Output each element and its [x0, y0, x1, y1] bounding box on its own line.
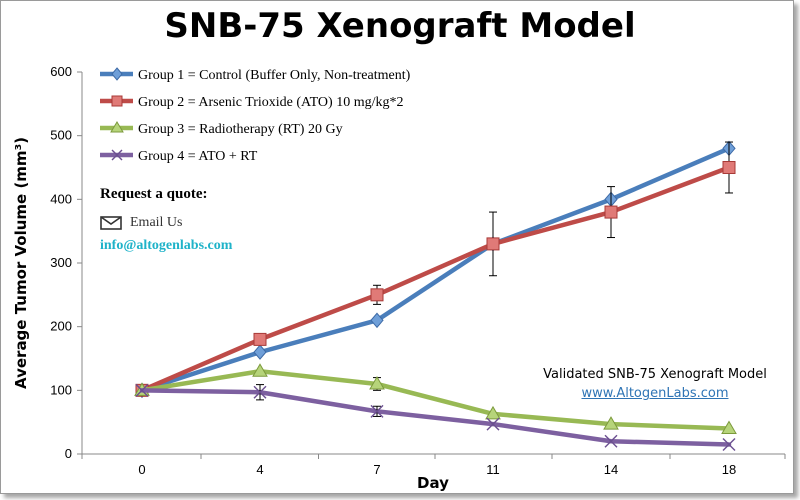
legend-item-4: Group 4 = ATO + RT — [100, 149, 258, 164]
email-us-link[interactable]: Email Us — [100, 215, 183, 231]
data-point — [370, 312, 384, 329]
series-3-line — [139, 368, 732, 431]
data-point — [253, 332, 267, 346]
data-point — [486, 237, 500, 251]
y-tick-label: 100 — [50, 382, 72, 397]
y-tick-label: 200 — [50, 319, 72, 334]
y-tick-label: 600 — [50, 64, 72, 79]
series-2 — [135, 141, 736, 397]
legend-item-3: Group 3 = Radiotherapy (RT) 20 Gy — [100, 121, 343, 137]
watermark: Validated SNB-75 Xenograft Model www.Alt… — [520, 365, 790, 403]
data-point — [604, 205, 618, 219]
series-1-line — [139, 146, 732, 393]
x-tick-label: 11 — [486, 462, 500, 477]
x-axis-title: Day — [417, 474, 449, 492]
series-layer — [134, 140, 737, 451]
data-point — [485, 405, 501, 420]
legend-item-2: Group 2 = Arsenic Trioxide (ATO) 10 mg/k… — [100, 95, 403, 110]
data-point — [486, 417, 500, 431]
data-point — [722, 437, 736, 451]
data-point — [370, 288, 384, 302]
data-point — [721, 420, 737, 435]
data-point — [253, 344, 267, 360]
y-tick-label: 300 — [50, 255, 72, 270]
x-tick-label: 7 — [373, 462, 380, 477]
data-point — [722, 161, 736, 174]
y-axis-title: Average Tumor Volume (mm³) — [12, 137, 30, 389]
data-point — [370, 404, 384, 418]
x-tick-label: 18 — [722, 462, 736, 477]
legend-marker — [111, 149, 123, 161]
website-link[interactable]: www.AltogenLabs.com — [581, 386, 729, 401]
series-2-line — [139, 165, 732, 393]
data-point — [604, 434, 618, 448]
axes: 0 100 200 300 400 500 600 0 4 7 11 14 18 Day Average T… — [12, 64, 786, 492]
envelope-icon — [100, 216, 122, 230]
series-3 — [134, 363, 737, 435]
legend-marker — [111, 95, 123, 107]
email-address-link[interactable]: info@altogenlabs.com — [100, 238, 233, 253]
legend-label: Group 3 = Radiotherapy (RT) 20 Gy — [138, 122, 343, 137]
legend: Group 1 = Control (Buffer Only, Non-trea… — [100, 67, 411, 164]
x-tick-label: 0 — [138, 462, 145, 477]
data-point — [135, 383, 149, 397]
y-tick-label: 400 — [50, 191, 72, 206]
watermark-text: Validated SNB-75 Xenograft Model — [543, 367, 767, 382]
request-quote-label: Request a quote: — [100, 186, 208, 202]
legend-label: Group 1 = Control (Buffer Only, Non-trea… — [138, 68, 411, 83]
y-tick-label: 0 — [65, 446, 72, 461]
series-4-line — [139, 388, 732, 447]
series-4 — [135, 383, 736, 451]
legend-item-1: Group 1 = Control (Buffer Only, Non-trea… — [100, 67, 411, 83]
x-tick-label: 14 — [604, 462, 618, 477]
chart-title: SNB-75 Xenograft Model — [164, 6, 636, 46]
legend-label: Group 4 = ATO + RT — [138, 149, 258, 164]
data-point — [252, 363, 268, 377]
legend-label: Group 2 = Arsenic Trioxide (ATO) 10 mg/k… — [138, 95, 403, 110]
legend-marker — [111, 67, 123, 81]
legend-marker — [110, 121, 124, 133]
y-tick-label: 500 — [50, 128, 72, 143]
x-tick-label: 4 — [256, 462, 263, 477]
email-us-label: Email Us — [130, 215, 183, 230]
data-point — [603, 416, 619, 430]
data-point — [253, 385, 267, 399]
data-point — [369, 375, 385, 390]
